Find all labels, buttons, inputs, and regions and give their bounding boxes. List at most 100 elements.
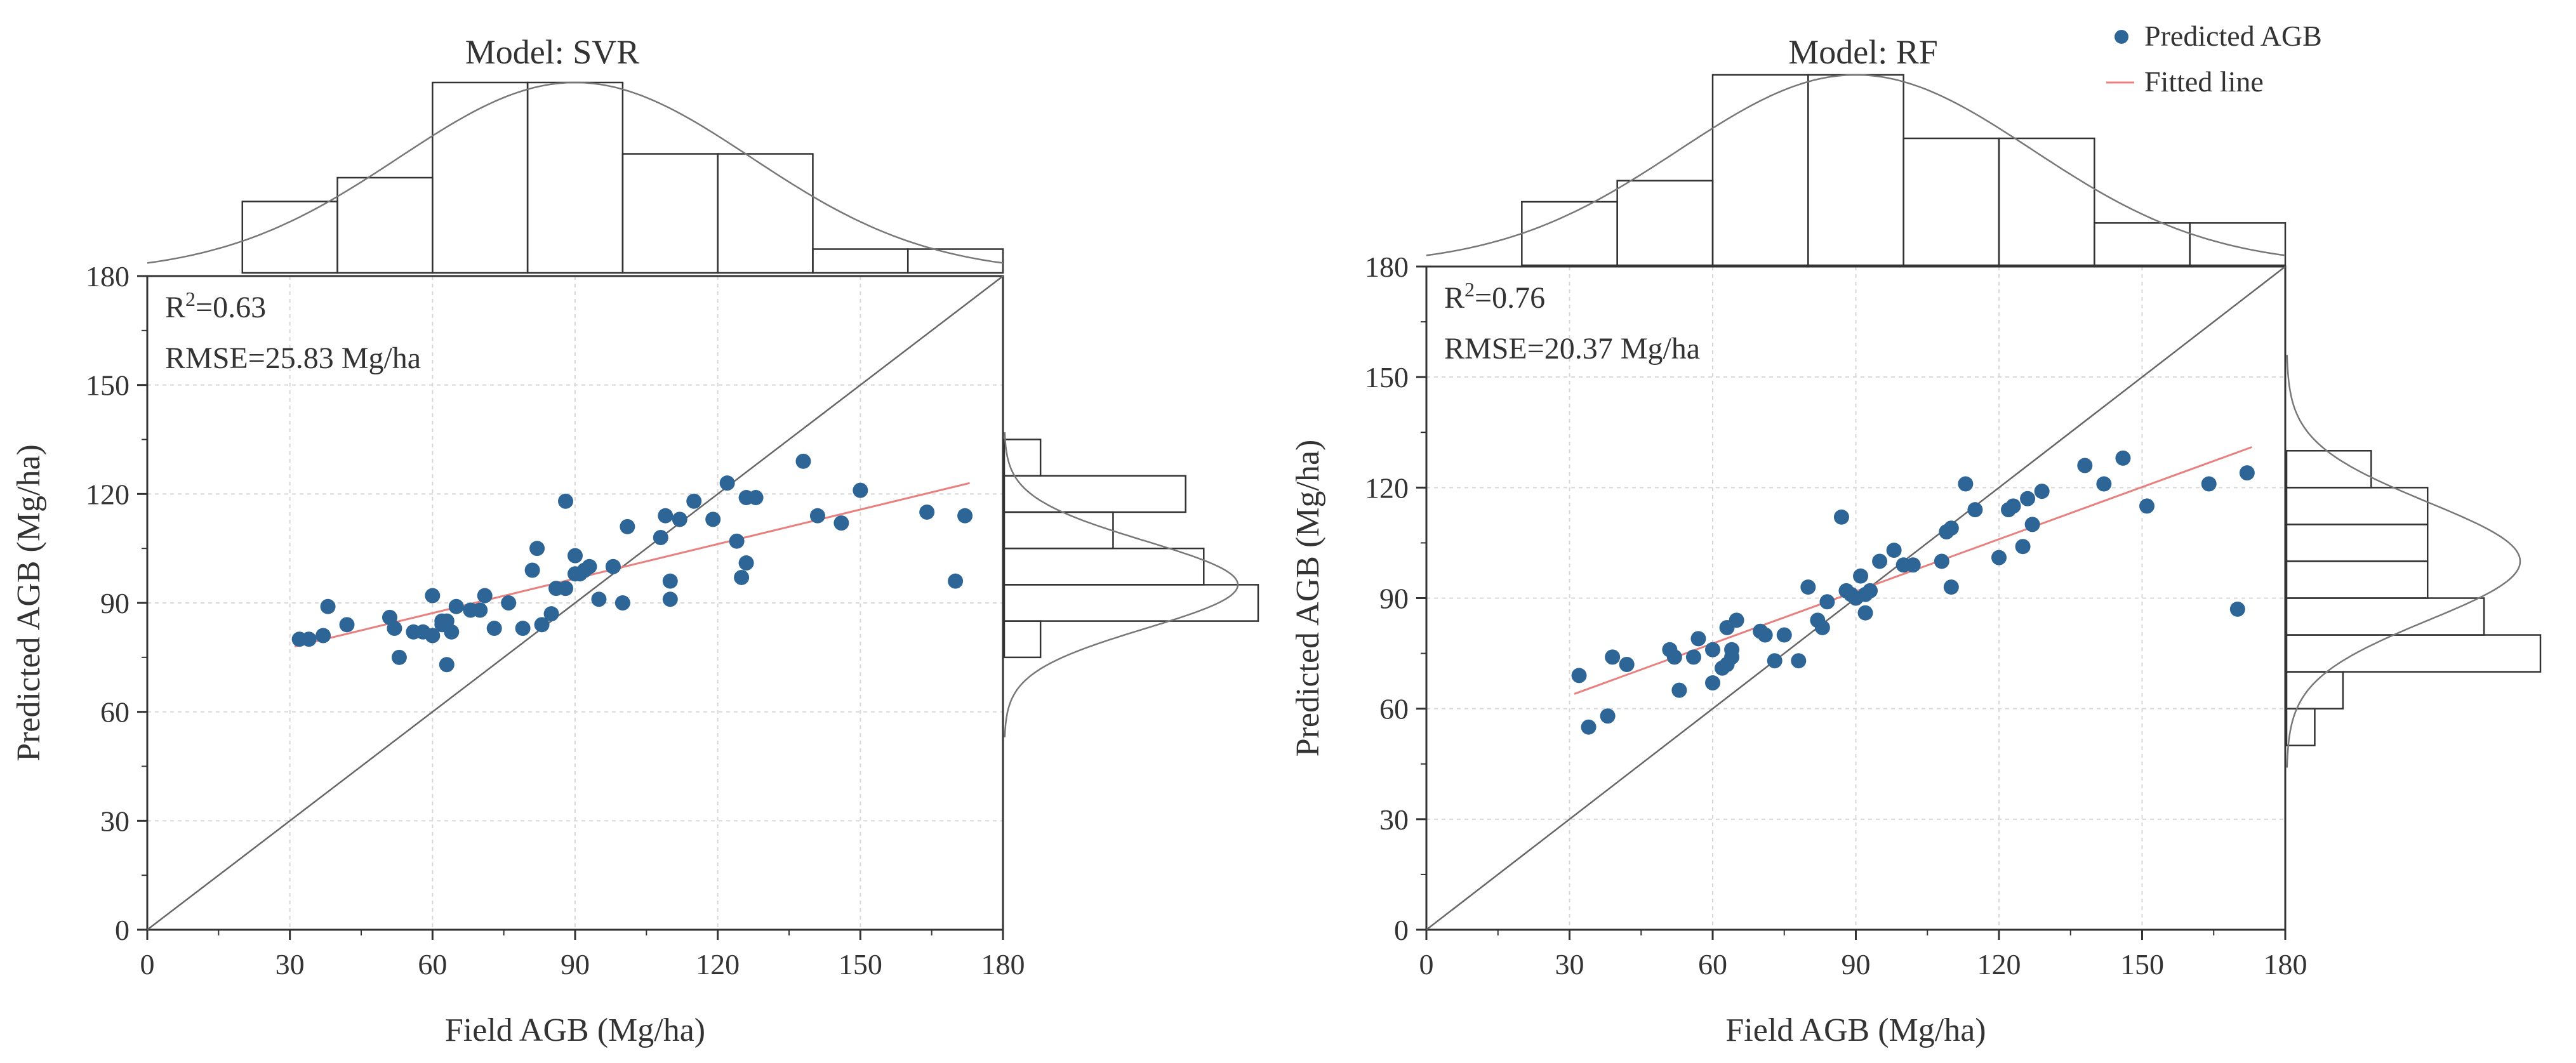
data-point bbox=[620, 518, 635, 534]
right-histogram-bar bbox=[1003, 547, 1205, 586]
data-point bbox=[1886, 543, 1902, 558]
top-histogram-bar bbox=[621, 153, 719, 274]
data-point bbox=[543, 606, 559, 622]
x-tick-label: 150 bbox=[2120, 948, 2164, 980]
legend-predicted-marker bbox=[2115, 30, 2128, 44]
top-histogram-bar bbox=[1998, 137, 2095, 267]
top-histogram-bar bbox=[526, 81, 624, 274]
y-tick-label: 150 bbox=[86, 369, 129, 402]
data-point bbox=[1943, 579, 1959, 595]
x-tick-label: 150 bbox=[839, 948, 882, 980]
data-point bbox=[748, 490, 764, 506]
data-point bbox=[391, 649, 407, 665]
data-point bbox=[2015, 539, 2031, 555]
y-tick-label: 180 bbox=[86, 260, 129, 293]
right-histogram-bar bbox=[1003, 620, 1042, 659]
top-histogram-bar bbox=[812, 248, 909, 274]
data-point bbox=[1666, 649, 1682, 665]
x-tick-label: 0 bbox=[1419, 948, 1434, 980]
data-point bbox=[448, 598, 464, 614]
y-tick-label: 90 bbox=[1379, 583, 1409, 615]
x-tick-label: 60 bbox=[418, 948, 447, 980]
y-tick-label: 0 bbox=[115, 914, 129, 946]
data-point bbox=[320, 598, 336, 614]
data-point bbox=[339, 617, 355, 633]
top-histogram-bar bbox=[1521, 201, 1618, 267]
data-point bbox=[1791, 653, 1807, 669]
data-point bbox=[1934, 553, 1949, 569]
data-point bbox=[2034, 484, 2050, 499]
data-point bbox=[1967, 502, 1983, 518]
y-tick-label: 60 bbox=[100, 696, 129, 729]
svr-panel: 0 30 60 90 120 150 180 0 30 60 90 120 150 180 Field AG… bbox=[11, 33, 1259, 1048]
data-point bbox=[1705, 642, 1720, 657]
data-point bbox=[425, 588, 441, 604]
x-tick-label: 120 bbox=[696, 948, 740, 980]
data-point bbox=[529, 541, 545, 557]
data-point bbox=[1857, 605, 1873, 621]
data-point bbox=[1571, 668, 1587, 683]
top-histogram-bar bbox=[1616, 180, 1714, 267]
rmse-annotation: RMSE=20.37 Mg/ha bbox=[1444, 332, 1700, 366]
x-tick-label: 30 bbox=[1555, 948, 1584, 980]
r2-annotation: R2=0.63 bbox=[165, 287, 266, 324]
data-point bbox=[444, 624, 460, 640]
data-point bbox=[653, 530, 668, 545]
y-tick-label: 0 bbox=[1394, 914, 1409, 946]
data-point bbox=[1671, 682, 1687, 698]
data-point bbox=[686, 493, 702, 509]
right-histogram-bar bbox=[2285, 597, 2485, 636]
data-point bbox=[2077, 458, 2093, 473]
right-histogram-bar bbox=[2285, 671, 2344, 710]
data-point bbox=[672, 512, 687, 527]
data-point bbox=[581, 558, 597, 574]
right-histogram-bar bbox=[2285, 450, 2372, 489]
right-histogram-curve bbox=[2286, 355, 2521, 768]
data-point bbox=[1991, 550, 2007, 565]
data-point bbox=[1776, 627, 1792, 643]
x-axis-label: Field AGB (Mg/ha) bbox=[1725, 1012, 1986, 1048]
data-point bbox=[2201, 476, 2217, 492]
legend: Predicted AGB Fitted line bbox=[2106, 20, 2322, 98]
top-histogram-curve bbox=[1426, 74, 2286, 256]
legend-predicted-label: Predicted AGB bbox=[2144, 20, 2322, 52]
data-point bbox=[1853, 568, 1869, 584]
one-to-one-line bbox=[147, 275, 1004, 930]
right-histogram-bar bbox=[1003, 439, 1042, 477]
data-point bbox=[2020, 491, 2036, 506]
top-histogram-bar bbox=[336, 176, 434, 274]
x-tick-label: 0 bbox=[140, 948, 155, 980]
data-point bbox=[2024, 517, 2040, 532]
data-point bbox=[1872, 553, 1888, 569]
y-tick-label: 60 bbox=[1379, 693, 1409, 725]
r2-annotation: R2=0.76 bbox=[1444, 278, 1545, 315]
y-axis-label: Predicted AGB (Mg/ha) bbox=[1290, 440, 1326, 757]
data-point bbox=[486, 621, 502, 637]
data-point bbox=[614, 595, 630, 611]
data-point bbox=[833, 515, 849, 531]
chart-title: Model: SVR bbox=[465, 33, 640, 71]
top-histogram-bar bbox=[1902, 137, 2000, 267]
data-point bbox=[591, 591, 607, 607]
top-histogram-bar bbox=[906, 248, 1004, 274]
data-point bbox=[558, 493, 574, 509]
data-point bbox=[1724, 642, 1740, 657]
data-point bbox=[2096, 476, 2112, 492]
top-histogram-bar bbox=[432, 81, 529, 274]
data-point bbox=[1943, 520, 1959, 536]
data-point bbox=[809, 508, 825, 524]
data-point bbox=[534, 617, 550, 633]
right-histogram-bar bbox=[1003, 475, 1186, 513]
x-tick-label: 60 bbox=[1698, 948, 1727, 980]
x-tick-label: 90 bbox=[1842, 948, 1871, 980]
y-tick-label: 120 bbox=[1365, 472, 1409, 504]
data-point bbox=[1690, 631, 1706, 647]
data-point bbox=[2139, 498, 2155, 514]
data-point bbox=[919, 504, 935, 520]
data-point bbox=[568, 548, 583, 564]
y-tick-label: 180 bbox=[1365, 251, 1409, 283]
data-point bbox=[2115, 450, 2131, 466]
data-point bbox=[1581, 719, 1597, 735]
right-histogram-bar bbox=[2285, 560, 2429, 599]
data-point bbox=[957, 508, 973, 524]
